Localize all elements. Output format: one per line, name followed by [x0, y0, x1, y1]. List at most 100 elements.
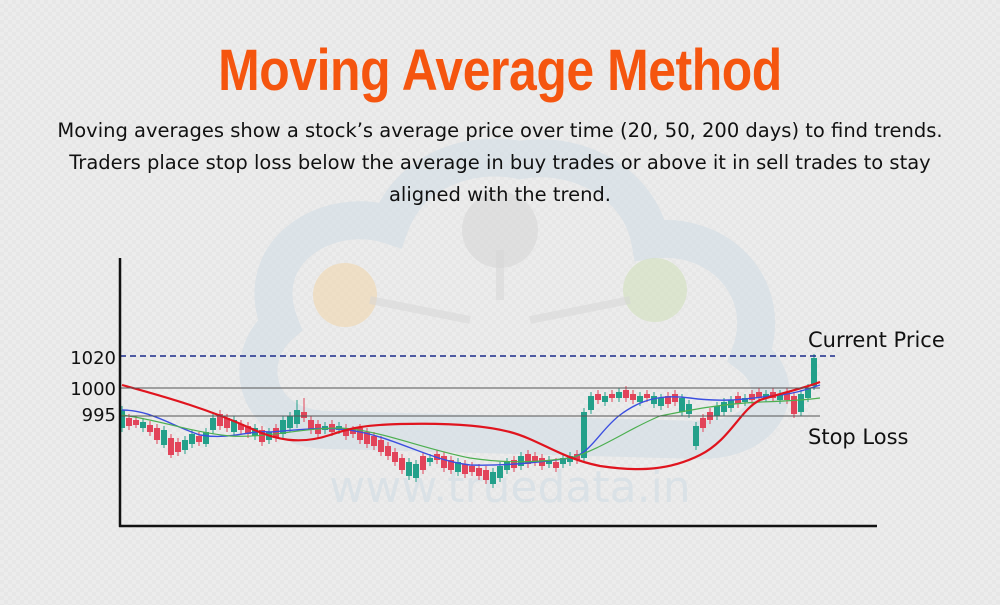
- watermark-text: www.truedata.in: [329, 462, 691, 513]
- candle: [609, 390, 615, 402]
- candle: [343, 424, 349, 440]
- candle: [231, 416, 237, 436]
- candle: [791, 392, 797, 418]
- candle-body: [406, 462, 412, 476]
- candle-body: [811, 358, 817, 386]
- candle-body: [259, 430, 265, 442]
- candle: [273, 424, 279, 442]
- candle-body: [672, 394, 678, 402]
- candle: [476, 464, 482, 480]
- candle-body: [413, 464, 419, 478]
- candle: [686, 400, 692, 418]
- candle: [203, 428, 209, 447]
- candle-body: [441, 456, 447, 468]
- candle-body: [658, 398, 664, 406]
- candle-body: [553, 462, 559, 468]
- candle: [700, 414, 706, 432]
- moving-average-lines: [121, 380, 821, 471]
- candle-body: [679, 398, 685, 412]
- candle-body: [644, 394, 650, 398]
- candle: [518, 452, 524, 470]
- ma-long-line: [121, 380, 821, 471]
- candle: [602, 392, 608, 406]
- candle: [595, 390, 601, 404]
- candle-body: [574, 454, 580, 460]
- candle: [413, 460, 419, 482]
- candle: [147, 421, 153, 436]
- candle: [721, 398, 727, 416]
- candle: [420, 452, 426, 474]
- candle-body: [462, 464, 468, 474]
- candle: [672, 390, 678, 406]
- candle-body: [147, 425, 153, 432]
- candle: [427, 454, 433, 466]
- candle-body: [126, 418, 132, 426]
- candle-body: [154, 428, 160, 440]
- candle-body: [210, 418, 216, 430]
- candle-body: [532, 456, 538, 462]
- candle: [308, 416, 314, 434]
- candle-body: [168, 438, 174, 455]
- candle-body: [525, 454, 531, 464]
- candle-body: [665, 396, 671, 404]
- candle: [385, 442, 391, 460]
- candle-body: [490, 472, 496, 484]
- candle-body: [224, 418, 230, 428]
- stop-loss-annotation: Stop Loss: [808, 425, 908, 449]
- candle-body: [196, 436, 202, 442]
- candle: [469, 462, 475, 476]
- candle-body: [364, 432, 370, 444]
- candle: [189, 430, 195, 448]
- candle-body: [217, 414, 223, 426]
- candle-body: [287, 416, 293, 428]
- candle: [378, 436, 384, 456]
- candle-body: [273, 428, 279, 438]
- candle-body: [427, 458, 433, 462]
- candle-body: [371, 436, 377, 446]
- candle-body: [245, 426, 251, 434]
- candle-body: [392, 452, 398, 462]
- candle: [154, 424, 160, 444]
- candle-body: [623, 390, 629, 398]
- candle: [462, 460, 468, 478]
- candle: [490, 468, 496, 488]
- candle-body: [399, 458, 405, 470]
- candle-body: [175, 442, 181, 452]
- candle: [651, 392, 657, 408]
- candle: [161, 426, 167, 448]
- candle: [168, 434, 174, 458]
- candle-body: [350, 430, 356, 434]
- candle-body: [560, 458, 566, 464]
- candle-body: [630, 394, 636, 400]
- candle-body: [609, 394, 615, 398]
- candle: [574, 450, 580, 464]
- candle-body: [448, 460, 454, 470]
- candle-body: [497, 466, 503, 478]
- candle: [259, 426, 265, 446]
- candle-body: [693, 426, 699, 446]
- candle-body: [455, 462, 461, 472]
- page-title: Moving Average Method: [218, 38, 782, 103]
- candle: [182, 436, 188, 454]
- candle: [798, 390, 804, 416]
- candle-body: [756, 392, 762, 398]
- candle-body: [742, 398, 748, 402]
- candle: [140, 418, 146, 432]
- candle-body: [238, 424, 244, 430]
- candle-body: [749, 394, 755, 400]
- candle: [665, 392, 671, 408]
- candle-body: [567, 456, 573, 462]
- candle: [210, 414, 216, 434]
- candle: [245, 422, 251, 438]
- candle: [238, 420, 244, 434]
- ma-mid-line: [121, 397, 821, 463]
- candle-body: [203, 432, 209, 444]
- candle-body: [777, 394, 783, 400]
- candle-body: [182, 440, 188, 450]
- candle: [392, 448, 398, 466]
- candle: [714, 402, 720, 420]
- candle: [455, 458, 461, 476]
- candle-body: [280, 420, 286, 434]
- candle-body: [602, 396, 608, 402]
